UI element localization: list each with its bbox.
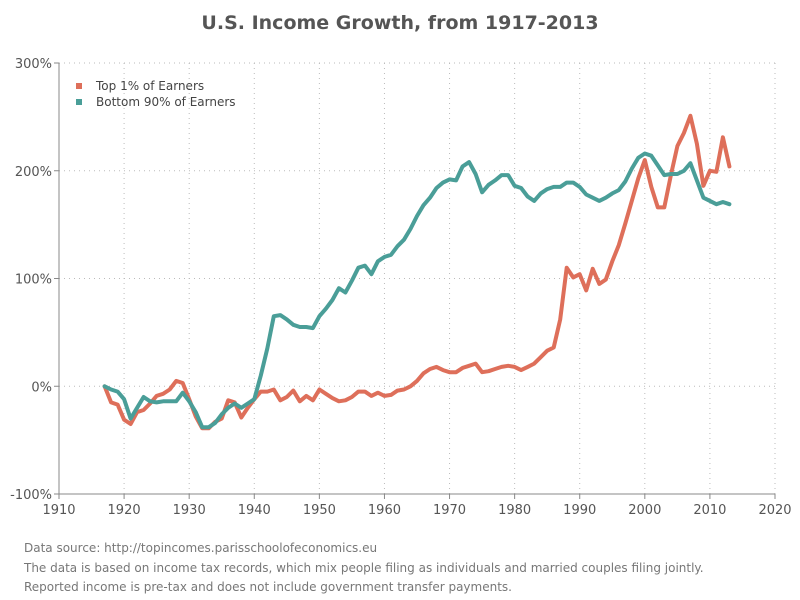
y-tick-label: 300% [15, 57, 52, 72]
x-tick-label: 2020 [758, 503, 791, 518]
footer-note-1: The data is based on income tax records,… [24, 561, 704, 575]
x-tick-label: 2010 [693, 503, 726, 518]
legend-marker-1 [76, 99, 82, 105]
legend-label-1: Bottom 90% of Earners [96, 95, 236, 109]
footer-note-2: Reported income is pre-tax and does not … [24, 580, 512, 594]
y-tick-label: 200% [15, 165, 52, 180]
legend-label-0: Top 1% of Earners [95, 79, 204, 93]
x-tick-label: 1910 [42, 503, 75, 518]
y-tick-label: 100% [15, 273, 52, 288]
line-chart: U.S. Income Growth, from 1917-2013 1910 1… [10, 12, 791, 518]
footer-source: Data source: http://topincomes.parisscho… [24, 541, 378, 555]
series-line-1 [102, 151, 732, 430]
x-tick-label: 1920 [108, 503, 141, 518]
x-tick-label: 1950 [303, 503, 336, 518]
x-tick-label: 2000 [628, 503, 661, 518]
legend-marker-0 [76, 83, 82, 89]
x-tick-label: 1970 [433, 503, 466, 518]
x-tick-label: 1960 [368, 503, 401, 518]
x-tick-label: 1930 [173, 503, 206, 518]
y-tick-label: 0% [31, 380, 52, 395]
y-tick-label: -100% [10, 488, 52, 503]
x-tick-label: 1940 [238, 503, 271, 518]
x-tick-label: 1980 [498, 503, 531, 518]
x-tick-label: 1990 [563, 503, 596, 518]
chart-title: U.S. Income Growth, from 1917-2013 [201, 12, 598, 34]
